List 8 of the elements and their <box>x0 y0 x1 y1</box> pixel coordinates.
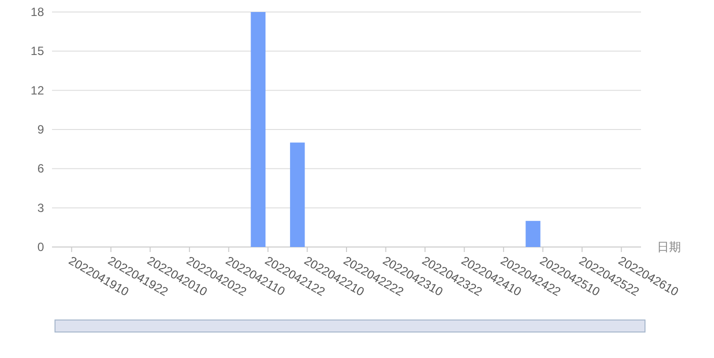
x-axis-title: 日期 <box>657 240 681 254</box>
y-tick-label: 3 <box>37 200 44 215</box>
y-tick-label: 6 <box>37 162 44 176</box>
y-tick-label: 12 <box>30 83 44 98</box>
y-tick-label: 15 <box>30 44 44 58</box>
y-tick-label: 18 <box>30 5 44 19</box>
y-tick-label: 9 <box>37 122 44 136</box>
y-tick-label: 0 <box>37 240 44 254</box>
